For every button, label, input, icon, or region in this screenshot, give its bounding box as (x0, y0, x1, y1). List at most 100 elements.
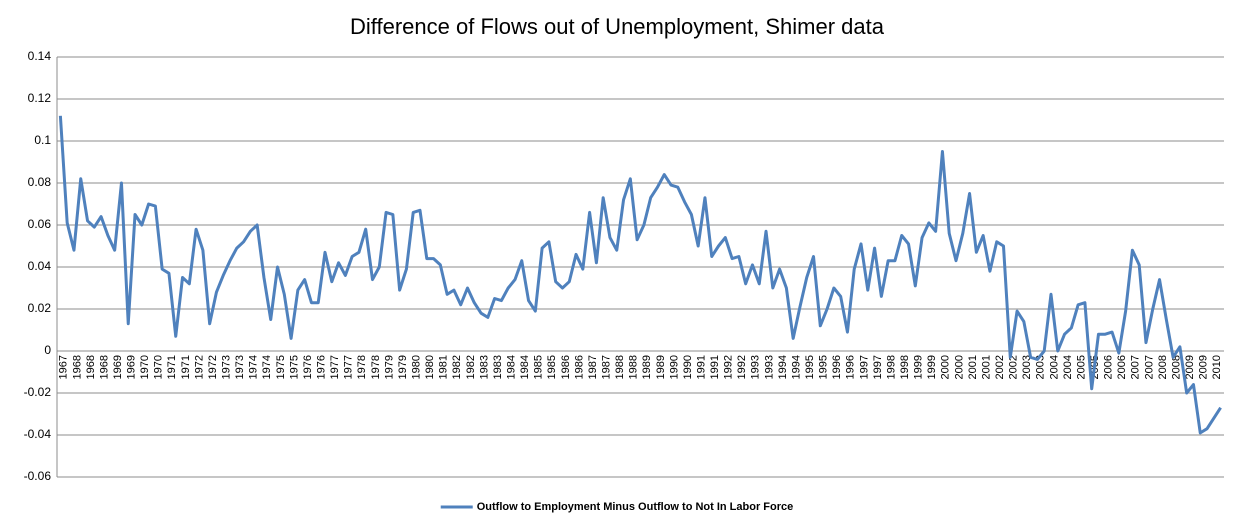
x-tick-label: 1989 (641, 355, 653, 379)
chart-title: Difference of Flows out of Unemployment,… (350, 14, 885, 39)
x-tick-label: 2002 (994, 355, 1006, 379)
x-tick-label: 1987 (600, 355, 612, 379)
x-tick-label: 1993 (763, 355, 775, 379)
x-tick-label: 1995 (818, 355, 830, 379)
x-tick-label: 1982 (465, 355, 477, 379)
x-tick-label: 1974 (248, 355, 260, 379)
x-tick-label: 1978 (356, 355, 368, 379)
x-tick-label: 2001 (967, 355, 979, 379)
x-tick-label: 2005 (1075, 355, 1087, 379)
x-tick-label: 1990 (668, 355, 680, 379)
x-tick-label: 2004 (1048, 355, 1060, 379)
x-tick-label: 1968 (85, 355, 97, 379)
x-tick-label: 1983 (492, 355, 504, 379)
x-tick-label: 1994 (777, 355, 789, 379)
x-tick-label: 1970 (153, 355, 165, 379)
x-tick-label: 1984 (519, 355, 531, 379)
x-tick-label: 1970 (139, 355, 151, 379)
y-tick-label: 0.04 (28, 259, 52, 273)
x-tick-label: 1989 (655, 355, 667, 379)
x-tick-label: 1976 (302, 355, 314, 379)
x-tick-label: 1993 (750, 355, 762, 379)
x-tick-label: 1985 (533, 355, 545, 379)
x-tick-label: 1992 (723, 355, 735, 379)
x-tick-label: 1985 (546, 355, 558, 379)
y-tick-label: 0.1 (34, 133, 51, 147)
x-tick-label: 1982 (451, 355, 463, 379)
x-tick-label: 2003 (1035, 355, 1047, 379)
x-tick-label: 1995 (804, 355, 816, 379)
x-tick-label: 1980 (424, 355, 436, 379)
x-tick-label: 1981 (438, 355, 450, 379)
y-tick-label: 0.02 (28, 301, 52, 315)
x-tick-label: 2004 (1062, 355, 1074, 379)
x-tick-label: 1974 (261, 355, 273, 379)
y-tick-label: -0.02 (24, 385, 52, 399)
x-tick-label: 1967 (58, 355, 70, 379)
data-line (58, 115, 1222, 435)
x-tick-label: 1969 (126, 355, 138, 379)
x-tick-label: 1972 (193, 355, 205, 379)
x-tick-label: 2000 (940, 355, 952, 379)
x-tick-label: 1978 (370, 355, 382, 379)
x-tick-label: 1968 (98, 355, 110, 379)
x-tick-label: 1991 (695, 355, 707, 379)
x-tick-label: 1998 (899, 355, 911, 379)
x-tick-label: 1984 (505, 355, 517, 379)
x-tick-label: 2003 (1021, 355, 1033, 379)
x-tick-label: 1997 (872, 355, 884, 379)
y-tick-label: 0.14 (28, 49, 52, 63)
y-tick-label: -0.04 (24, 427, 52, 441)
x-tick-label: 2006 (1103, 355, 1115, 379)
x-tick-label: 1980 (411, 355, 423, 379)
x-tick-label: 2007 (1130, 355, 1142, 379)
legend-label: Outflow to Employment Minus Outflow to N… (477, 501, 794, 513)
x-tick-label: 1983 (478, 355, 490, 379)
y-tick-label: 0.06 (28, 217, 52, 231)
x-tick-label: 2001 (980, 355, 992, 379)
x-tick-label: 1988 (614, 355, 626, 379)
legend: Outflow to Employment Minus Outflow to N… (440, 501, 794, 513)
x-tick-label: 1971 (180, 355, 192, 379)
y-tick-label: -0.06 (24, 469, 52, 483)
x-tick-label: 1999 (926, 355, 938, 379)
x-tick-label: 2000 (953, 355, 965, 379)
x-tick-label: 1969 (112, 355, 124, 379)
x-tick-label: 1975 (288, 355, 300, 379)
x-tick-label: 1998 (885, 355, 897, 379)
x-tick-label: 2008 (1170, 355, 1182, 379)
x-tick-label: 1996 (845, 355, 857, 379)
x-tick-label: 2008 (1157, 355, 1169, 379)
x-tick-label: 1999 (913, 355, 925, 379)
x-tick-label: 1994 (790, 355, 802, 379)
x-tick-label: 1986 (573, 355, 585, 379)
x-tick-label: 2006 (1116, 355, 1128, 379)
x-tick-label: 1972 (207, 355, 219, 379)
x-tick-label: 1968 (71, 355, 83, 379)
x-tick-label: 2002 (1008, 355, 1020, 379)
y-tick-label: 0.12 (28, 91, 52, 105)
x-tick-label: 2009 (1198, 355, 1210, 379)
x-tick-label: 1996 (831, 355, 843, 379)
x-tick-label: 1986 (560, 355, 572, 379)
x-tick-label: 1979 (397, 355, 409, 379)
x-tick-label: 1973 (234, 355, 246, 379)
x-tick-label: 1992 (736, 355, 748, 379)
y-tick-label: 0.08 (28, 175, 52, 189)
y-tick-label: 0 (44, 343, 51, 357)
x-tick-label: 1976 (316, 355, 328, 379)
x-tick-label: 1971 (166, 355, 178, 379)
x-tick-label: 1997 (858, 355, 870, 379)
x-tick-label: 1988 (628, 355, 640, 379)
x-tick-label: 1977 (329, 355, 341, 379)
x-tick-label: 2009 (1184, 355, 1196, 379)
x-tick-label: 1987 (587, 355, 599, 379)
x-tick-label: 1990 (682, 355, 694, 379)
x-tick-label: 1977 (343, 355, 355, 379)
x-tick-label: 1975 (275, 355, 287, 379)
x-tick-label: 1991 (709, 355, 721, 379)
x-tick-label: 1973 (221, 355, 233, 379)
x-tick-label: 1979 (383, 355, 395, 379)
x-tick-label: 2010 (1211, 355, 1223, 379)
